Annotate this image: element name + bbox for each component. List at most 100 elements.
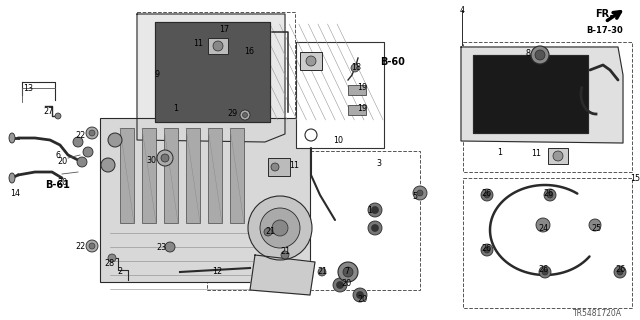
Circle shape: [243, 113, 248, 117]
Ellipse shape: [9, 133, 15, 143]
Text: 1: 1: [367, 205, 372, 214]
Text: 22: 22: [75, 242, 85, 251]
Polygon shape: [137, 14, 285, 142]
Circle shape: [260, 208, 300, 248]
Circle shape: [547, 192, 553, 198]
Text: 26: 26: [481, 188, 491, 197]
Text: 22: 22: [75, 131, 85, 140]
Text: 14: 14: [10, 188, 20, 197]
Text: 10: 10: [333, 135, 343, 145]
Text: 26: 26: [543, 188, 553, 197]
Circle shape: [157, 150, 173, 166]
Text: 21: 21: [280, 246, 290, 255]
Bar: [348, 85, 366, 95]
Bar: [208, 38, 228, 54]
Text: 18: 18: [351, 62, 361, 71]
Circle shape: [484, 247, 490, 253]
Bar: [268, 158, 290, 176]
Text: 23: 23: [156, 243, 166, 252]
Circle shape: [481, 244, 493, 256]
Circle shape: [264, 228, 272, 236]
Text: 16: 16: [244, 46, 254, 55]
Circle shape: [89, 243, 95, 249]
Text: B-17-30: B-17-30: [587, 26, 623, 35]
Circle shape: [371, 225, 378, 231]
Circle shape: [338, 262, 358, 282]
Text: 1: 1: [497, 148, 502, 156]
Text: 26: 26: [538, 266, 548, 275]
Bar: [463, 42, 632, 172]
Circle shape: [333, 278, 347, 292]
Text: 12: 12: [212, 267, 222, 276]
Text: TR5481720A: TR5481720A: [573, 309, 621, 318]
Text: B-60: B-60: [381, 57, 405, 67]
Bar: [142, 128, 156, 223]
Circle shape: [101, 158, 115, 172]
Bar: [348, 105, 366, 115]
Bar: [296, 42, 384, 148]
Circle shape: [77, 157, 87, 167]
Circle shape: [356, 292, 364, 299]
Ellipse shape: [9, 173, 15, 183]
Text: 24: 24: [538, 223, 548, 233]
Circle shape: [351, 64, 359, 72]
Text: 27: 27: [43, 107, 53, 116]
Circle shape: [306, 56, 316, 66]
Circle shape: [542, 269, 548, 275]
Circle shape: [544, 189, 556, 201]
Bar: [155, 22, 270, 122]
Bar: [120, 128, 134, 223]
Text: 19: 19: [357, 83, 367, 92]
Bar: [473, 55, 588, 133]
Circle shape: [83, 147, 93, 157]
Text: 20: 20: [357, 295, 367, 305]
Bar: [548, 148, 568, 164]
Circle shape: [55, 113, 61, 119]
Circle shape: [531, 46, 549, 64]
Text: 13: 13: [23, 84, 33, 92]
Circle shape: [481, 189, 493, 201]
Polygon shape: [250, 255, 315, 295]
Text: 9: 9: [154, 69, 159, 78]
Text: 26: 26: [615, 266, 625, 275]
Bar: [296, 42, 384, 148]
Circle shape: [343, 267, 353, 277]
Circle shape: [617, 269, 623, 275]
Circle shape: [371, 206, 378, 213]
Text: 19: 19: [357, 103, 367, 113]
Text: 7: 7: [344, 268, 349, 276]
Text: 30: 30: [146, 156, 156, 164]
Bar: [164, 128, 178, 223]
Text: 21: 21: [317, 268, 327, 276]
Circle shape: [271, 163, 279, 171]
Text: 28: 28: [104, 260, 114, 268]
Text: 29: 29: [227, 108, 237, 117]
Bar: [137, 12, 295, 148]
Circle shape: [281, 251, 289, 259]
Circle shape: [240, 110, 250, 120]
Text: 26: 26: [481, 244, 491, 252]
Circle shape: [368, 203, 382, 217]
Text: 8: 8: [525, 49, 531, 58]
Text: 15: 15: [630, 173, 640, 182]
Bar: [463, 178, 632, 308]
Text: 25: 25: [591, 223, 601, 233]
Circle shape: [536, 218, 550, 232]
Text: 11: 11: [289, 161, 299, 170]
Bar: [230, 128, 244, 223]
Circle shape: [108, 133, 122, 147]
Text: 20: 20: [57, 178, 67, 187]
Text: B-61: B-61: [45, 180, 70, 190]
Text: 1: 1: [173, 103, 179, 113]
Circle shape: [535, 50, 545, 60]
Text: 17: 17: [219, 25, 229, 34]
Circle shape: [272, 220, 288, 236]
Bar: [186, 128, 200, 223]
Circle shape: [353, 288, 367, 302]
Bar: [155, 22, 270, 122]
Text: 11: 11: [193, 38, 203, 47]
Circle shape: [318, 268, 326, 276]
Bar: [207, 151, 420, 290]
Circle shape: [161, 154, 169, 162]
Circle shape: [589, 219, 601, 231]
